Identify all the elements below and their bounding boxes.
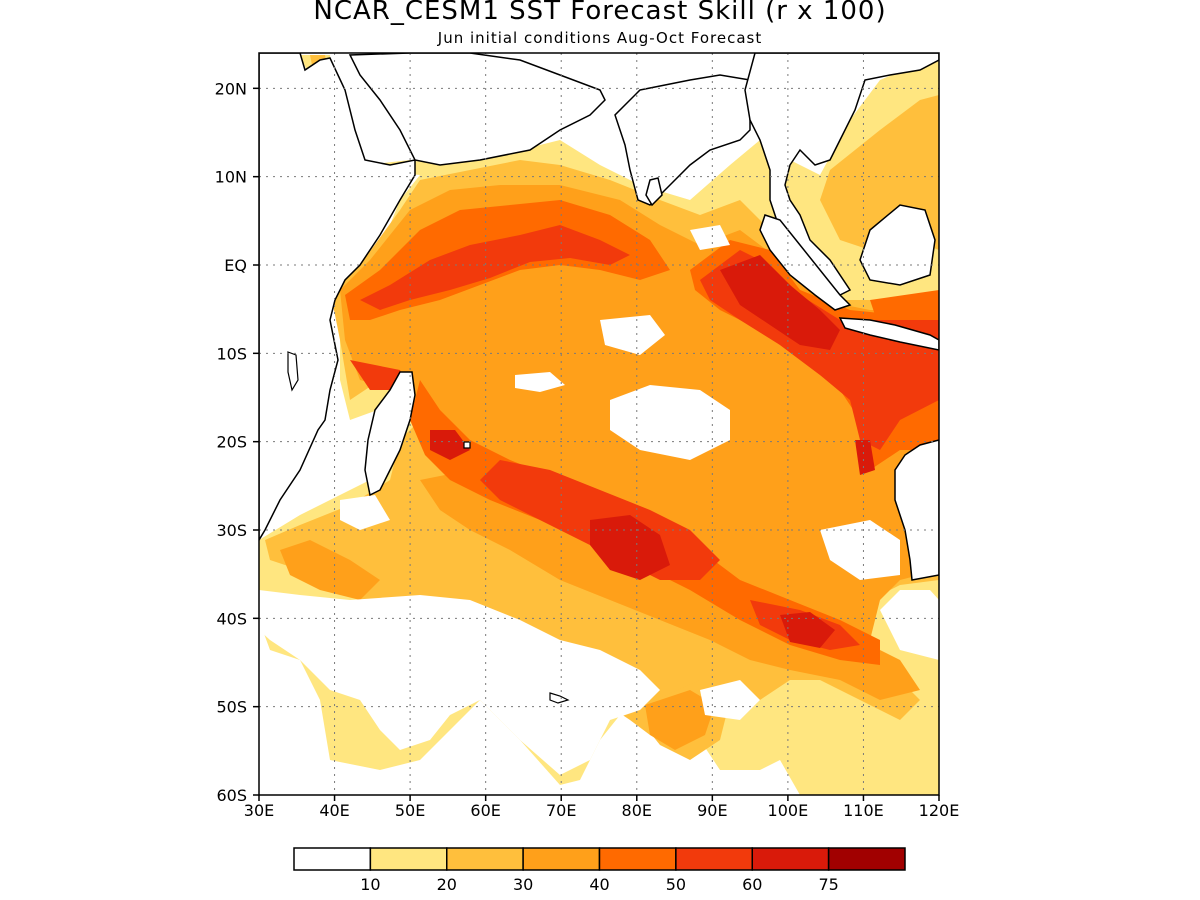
lat-tick-label: 20S: [216, 433, 247, 452]
colorbar-label: 75: [818, 875, 838, 894]
colorbar-swatch: [369, 847, 448, 871]
coastlines: [259, 53, 939, 704]
lon-tick-label: 80E: [622, 801, 652, 820]
lon-tick-label: 60E: [470, 801, 500, 820]
longitude-axis: 30E 40E 50E 60E 70E 80E 90E 100E 110E 120E: [244, 795, 960, 820]
lon-tick-label: 70E: [546, 801, 576, 820]
latitude-axis: 20N 10N EQ 10S 20S 30S 40S 50S 60S: [215, 79, 259, 805]
colorbar-swatch: [293, 847, 372, 871]
colorbar-label: 50: [666, 875, 686, 894]
lon-tick-label: 40E: [319, 801, 349, 820]
map-title: NCAR_CESM1 SST Forecast Skill (r x 100): [313, 0, 887, 26]
colorbar-label: 30: [513, 875, 533, 894]
lon-tick-label: 30E: [244, 801, 274, 820]
lat-tick-label: EQ: [224, 256, 247, 275]
lon-tick-label: 110E: [843, 801, 884, 820]
colorbar-swatch: [675, 847, 753, 871]
colorbar-swatch: [751, 847, 830, 871]
colorbar-label: 20: [437, 875, 457, 894]
lat-tick-label: 30S: [216, 521, 247, 540]
skill-below-10: [259, 225, 900, 795]
colorbar-swatch: [598, 847, 677, 871]
colorbar-label: 60: [742, 875, 762, 894]
lon-tick-label: 120E: [919, 801, 960, 820]
colorbar-swatch: [522, 847, 601, 871]
lon-tick-label: 50E: [395, 801, 425, 820]
colorbar-swatch: [446, 847, 524, 871]
lat-tick-label: 10N: [215, 168, 247, 187]
plot-frame: [258, 52, 940, 796]
lat-tick-label: 60S: [216, 786, 247, 805]
colorbar: 10 20 30 40 50 60 75: [293, 847, 906, 894]
lon-tick-label: 90E: [697, 801, 727, 820]
map-subtitle: Jun initial conditions Aug-Oct Forecast: [437, 29, 763, 47]
colorbar-label: 10: [360, 875, 380, 894]
lat-tick-label: 10S: [216, 344, 247, 363]
lat-tick-label: 40S: [216, 609, 247, 628]
lat-tick-label: 20N: [215, 79, 247, 98]
colorbar-swatch: [827, 847, 906, 871]
skill-band-60-75: [430, 255, 875, 648]
graticule: [259, 53, 939, 795]
lat-tick-label: 50S: [216, 698, 247, 717]
lon-tick-label: 100E: [768, 801, 809, 820]
colorbar-label: 40: [589, 875, 609, 894]
